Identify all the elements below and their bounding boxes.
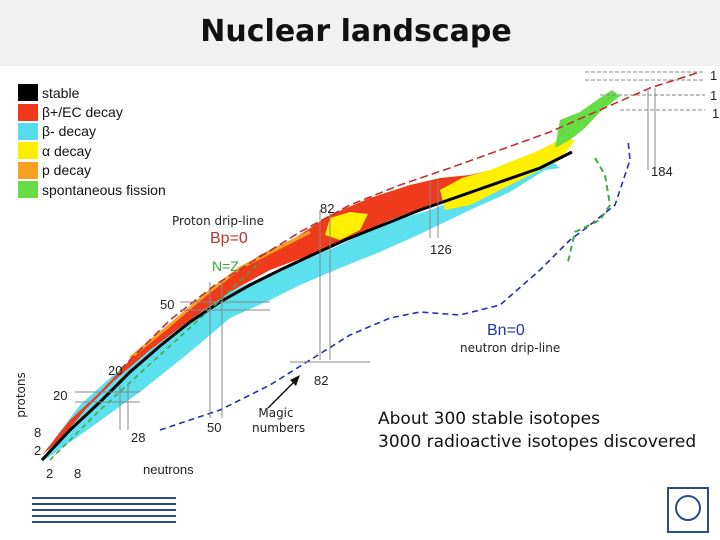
neutron-dripline — [159, 139, 631, 431]
cern-logo — [667, 487, 709, 533]
stable-valley — [40, 150, 573, 462]
chart-area — [30, 66, 720, 466]
alpha-region-2 — [325, 212, 368, 240]
edge-label-mid: 1 — [710, 88, 718, 103]
magic-arrow-head — [290, 375, 300, 386]
magic-n8: 8 — [74, 466, 82, 481]
legend-item-fission: spontaneous fission — [18, 180, 166, 199]
neutron-dripline-label: neutron drip-line — [460, 341, 561, 355]
legend-label: β+/EC decay — [42, 104, 123, 121]
edge-label-top: 1 — [710, 68, 718, 83]
magic-z8: 8 — [34, 425, 42, 440]
isolde-logo — [30, 494, 176, 526]
magic-n50: 50 — [207, 420, 222, 435]
isotopes-note: About 300 stable isotopes 3000 radioacti… — [378, 408, 696, 454]
magic-z82: 82 — [314, 373, 329, 388]
legend-label: stable — [42, 84, 80, 101]
page-title: Nuclear landscape — [200, 14, 512, 49]
legend-label: β- decay — [42, 123, 96, 140]
legend-swatch — [18, 103, 38, 121]
magic-n28: 28 — [131, 430, 146, 445]
magic-arrow-line — [267, 379, 297, 409]
note-line-1: About 300 stable isotopes — [378, 409, 600, 429]
legend-item-stable: stable — [18, 83, 166, 102]
legend-item-beta-plus: β+/EC decay — [18, 102, 166, 121]
bp-label: Bp=0 — [210, 230, 248, 247]
nz-line — [49, 261, 261, 461]
legend-swatch — [18, 142, 38, 160]
magic-z20: 20 — [108, 363, 123, 378]
nz-label: N=Z — [212, 258, 239, 274]
fission-limit — [567, 157, 612, 263]
magic-n82-top: 82 — [320, 201, 335, 216]
magic-numbers-label: Magic numbers — [252, 406, 306, 435]
legend-label: spontaneous fission — [42, 181, 166, 198]
magic-z2: 2 — [34, 443, 42, 458]
legend: stable β+/EC decay β- decay α decay p de… — [18, 83, 166, 199]
legend-swatch — [18, 181, 38, 199]
legend-item-p-decay: p decay — [18, 161, 166, 180]
note-line-2: 3000 radioactive isotopes discovered — [378, 431, 697, 452]
protons-axis-label: protons — [13, 372, 28, 418]
title-bar — [0, 0, 720, 66]
edge-label-low: 1 — [712, 106, 720, 121]
legend-swatch — [18, 161, 38, 179]
magic-n2: 2 — [46, 466, 54, 481]
fission-region — [555, 90, 620, 148]
legend-label: p decay — [42, 162, 92, 179]
p-decay-fringe — [129, 230, 311, 360]
proton-dripline — [119, 71, 701, 371]
proton-dripline-label: Proton drip-line — [172, 214, 264, 228]
magic-n126: 126 — [430, 242, 452, 257]
legend-swatch — [18, 84, 38, 102]
magic-z50: 50 — [160, 297, 175, 312]
legend-label: α decay — [42, 142, 92, 159]
beta-minus-region — [42, 160, 560, 462]
legend-item-alpha: α decay — [18, 141, 166, 160]
legend-item-beta-minus: β- decay — [18, 122, 166, 141]
magic-z20-left: 20 — [53, 388, 68, 403]
legend-swatch — [18, 122, 38, 140]
bn-label: Bn=0 — [487, 322, 525, 339]
magic-n184: 184 — [651, 164, 673, 179]
neutrons-axis-label: neutrons — [143, 462, 194, 477]
